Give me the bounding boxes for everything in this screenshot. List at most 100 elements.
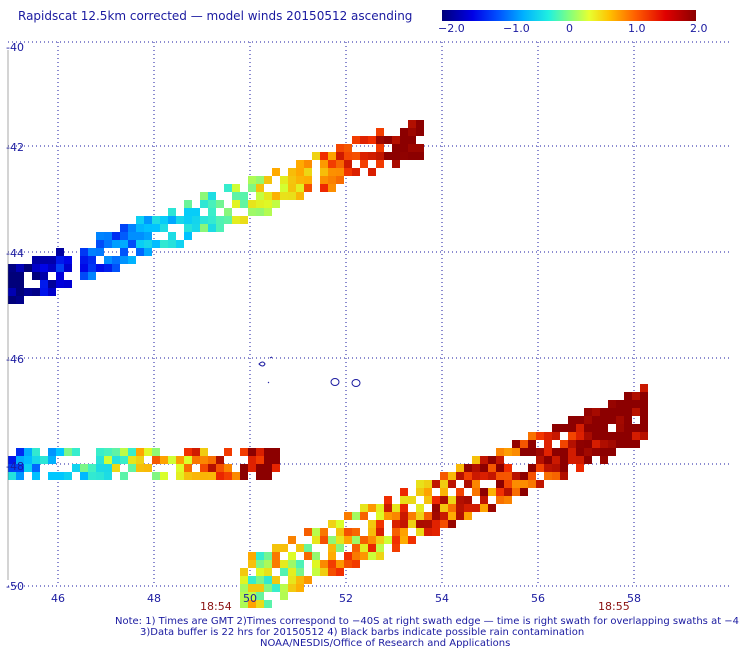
wind-cell [424,496,432,504]
wind-cell [120,472,128,480]
wind-cell [200,472,208,480]
wind-cell [640,432,648,440]
wind-cell [56,264,64,272]
wind-cell [336,560,344,568]
wind-cell [344,152,352,160]
wind-cell [280,184,288,192]
wind-cell [160,240,168,248]
wind-cell [32,472,40,480]
wind-cell [640,416,648,424]
wind-cell [248,584,256,592]
wind-cell [208,200,216,208]
wind-cell [392,504,400,512]
wind-cell [288,536,296,544]
wind-cell [312,536,320,544]
wind-cell [408,144,416,152]
wind-cell [168,456,176,464]
wind-cell [320,160,328,168]
wind-cell [336,144,344,152]
wind-cell [400,528,408,536]
wind-cell [352,512,360,520]
wind-cell [296,584,304,592]
wind-cell [120,224,128,232]
wind-cell [240,448,248,456]
wind-cell [424,480,432,488]
wind-cell [32,464,40,472]
wind-cell [360,512,368,520]
wind-cell [8,288,16,296]
wind-cell [264,560,272,568]
wind-cell [560,440,568,448]
wind-cell [280,584,288,592]
wind-cell [392,544,400,552]
map-title: Rapidscat 12.5km corrected — model winds… [18,9,413,23]
wind-cell [328,160,336,168]
wind-cell [72,448,80,456]
wind-cell [248,600,256,608]
wind-cell [200,456,208,464]
wind-cell [224,208,232,216]
wind-cell [600,456,608,464]
wind-cell [488,464,496,472]
wind-cell [368,136,376,144]
wind-cell [248,448,256,456]
wind-cell [8,296,16,304]
wind-cell [632,424,640,432]
wind-cell [520,472,528,480]
wind-cell [440,480,448,488]
wind-cell [352,152,360,160]
wind-cell [32,288,40,296]
wind-cell [232,184,240,192]
wind-cell [24,448,32,456]
wind-cell [480,488,488,496]
wind-cell [224,448,232,456]
wind-cell [264,552,272,560]
wind-cell [272,560,280,568]
wind-cell [264,576,272,584]
wind-cell [136,464,144,472]
wind-cell [320,184,328,192]
wind-cell [256,208,264,216]
wind-cell [120,240,128,248]
wind-cell [392,152,400,160]
wind-cell [408,120,416,128]
wind-cell [608,432,616,440]
wind-cell [160,472,168,480]
wind-cell [400,504,408,512]
wind-cell [104,264,112,272]
wind-cell [152,224,160,232]
wind-cell [464,464,472,472]
wind-cell [80,472,88,480]
wind-cell [504,496,512,504]
wind-cell [256,192,264,200]
wind-cell [368,504,376,512]
wind-cell [144,224,152,232]
wind-cell [152,240,160,248]
wind-cell [176,464,184,472]
wind-cell [496,472,504,480]
wind-cell [240,600,248,608]
wind-cell [208,464,216,472]
wind-cell [328,544,336,552]
wind-cell [288,192,296,200]
wind-cell [544,432,552,440]
wind-cell [368,552,376,560]
wind-cell [464,512,472,520]
wind-cell [568,456,576,464]
wind-cell [128,464,136,472]
wind-cell [480,464,488,472]
wind-cell [536,448,544,456]
wind-cell [520,480,528,488]
wind-cell [104,464,112,472]
wind-cell [40,272,48,280]
wind-cell [104,232,112,240]
wind-cell [392,144,400,152]
wind-cell [312,568,320,576]
wind-cell [248,456,256,464]
wind-cell [240,592,248,600]
wind-cell [336,176,344,184]
wind-cell [8,472,16,480]
wind-cell [440,512,448,520]
wind-cell [296,160,304,168]
wind-cell [272,552,280,560]
